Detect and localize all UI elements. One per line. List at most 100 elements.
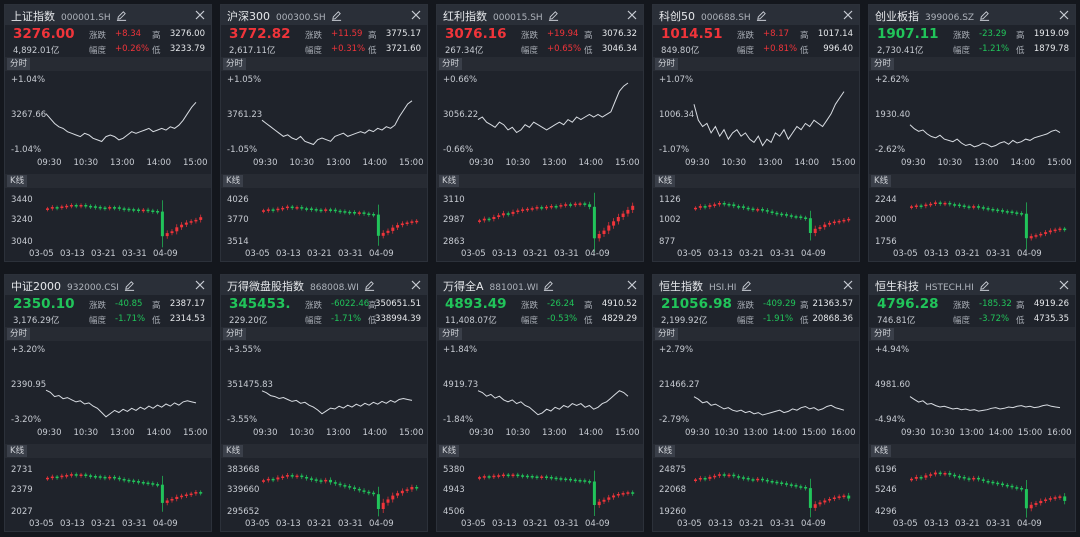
kline-candle	[732, 204, 736, 207]
intraday-section-bar: 分时	[5, 327, 211, 341]
close-icon[interactable]	[1059, 10, 1069, 20]
close-icon[interactable]	[843, 280, 853, 290]
kline-candle	[607, 497, 611, 500]
kline-tab[interactable]: K线	[7, 445, 28, 457]
close-icon[interactable]	[1059, 280, 1069, 290]
close-icon[interactable]	[195, 280, 205, 290]
kline-date-tick: 03-31	[986, 519, 1011, 529]
kline-candle	[180, 224, 184, 228]
edit-icon[interactable]	[364, 280, 375, 291]
kline-section-bar: K线	[5, 174, 211, 188]
kline-date-tick: 03-31	[770, 249, 795, 259]
intraday-time-tick: 09:30	[685, 158, 710, 168]
intraday-top-pct: +3.55%	[227, 345, 262, 355]
index-name: 恒生科技 HSTECH.HI	[875, 278, 990, 294]
close-icon[interactable]	[411, 280, 421, 290]
intraday-tab[interactable]: 分时	[439, 58, 463, 70]
index-card[interactable]: 中证2000 932000.CSI 2350.10 3,176.29亿 涨跌 -40.85…	[4, 274, 212, 532]
kline-chart	[694, 201, 851, 241]
edit-icon[interactable]	[543, 280, 554, 291]
kline-candle	[540, 207, 544, 209]
index-card[interactable]: 科创50 000688.SH 1014.51 849.80亿 涨跌 +8.17 幅度 +0.8…	[652, 4, 860, 262]
index-card[interactable]: 恒生科技 HSTECH.HI 4796.28 746.81亿 涨跌 -185.32 幅度 -3…	[868, 274, 1076, 532]
kline-mid: 3770	[227, 215, 249, 225]
edit-icon[interactable]	[124, 280, 135, 291]
index-card[interactable]: 恒生指数 HSI.HI 21056.98 2,199.92亿 涨跌 -409.29 幅度 -1…	[652, 274, 860, 532]
kline-candle	[996, 482, 1000, 485]
high-label: 高	[584, 31, 593, 41]
kline-candle	[376, 494, 380, 509]
kline-tab[interactable]: K线	[223, 445, 244, 457]
index-card[interactable]: 万得微盘股指数 868008.WI 345453. 229.20亿 涨跌 -6022.46…	[220, 274, 428, 532]
kline-candle	[592, 206, 596, 239]
kline-date-tick: 03-31	[554, 519, 579, 529]
edit-icon[interactable]	[116, 10, 127, 21]
index-card[interactable]: 沪深300 000300.SH 3772.82 2,617.11亿 涨跌 +11.59 幅度…	[220, 4, 428, 262]
index-card[interactable]: 万得全A 881001.WI 4893.49 11,408.07亿 涨跌 -26.24 幅度…	[436, 274, 644, 532]
kline-candle	[727, 204, 731, 206]
intraday-top-pct: +1.04%	[11, 75, 46, 85]
intraday-chart	[261, 390, 413, 415]
edit-icon[interactable]	[979, 280, 990, 291]
close-icon[interactable]	[195, 10, 205, 20]
kline-candle	[569, 478, 572, 481]
kline-candle	[93, 476, 97, 478]
kline-date-tick: 03-13	[60, 519, 85, 529]
kline-tab[interactable]: K线	[439, 175, 460, 187]
edit-icon[interactable]	[756, 10, 767, 21]
kline-chart	[478, 192, 635, 253]
card-header: 中证2000 932000.CSI	[5, 275, 211, 295]
close-icon[interactable]	[627, 280, 637, 290]
intraday-tab[interactable]: 分时	[871, 328, 895, 340]
intraday-tab[interactable]: 分时	[439, 328, 463, 340]
kline-tab[interactable]: K线	[439, 445, 460, 457]
index-card[interactable]: 上证指数 000001.SH 3276.00 4,892.01亿 涨跌 +8.34 幅度 +0…	[4, 4, 212, 262]
intraday-tab[interactable]: 分时	[655, 328, 679, 340]
index-card[interactable]: 红利指数 000015.SH 3076.16 267.34亿 涨跌 +19.94 幅度 +0.…	[436, 4, 644, 262]
intraday-tab[interactable]: 分时	[7, 58, 31, 70]
intraday-line	[693, 91, 845, 147]
turnover: 229.20亿	[229, 316, 268, 326]
intraday-time-tick: 14:00	[362, 158, 388, 168]
edit-icon[interactable]	[741, 280, 752, 291]
turnover: 4,892.01亿	[13, 46, 60, 56]
index-card[interactable]: 创业板指 399006.SZ 1907.11 2,730.41亿 涨跌 -23.29 幅度 -…	[868, 4, 1076, 262]
kline-date-tick: 03-13	[924, 519, 949, 529]
intraday-tab[interactable]: 分时	[223, 328, 247, 340]
kline-chart	[46, 472, 203, 512]
kline-tab[interactable]: K线	[655, 445, 676, 457]
kline-tab[interactable]: K线	[655, 175, 676, 187]
kline-candle	[818, 227, 822, 229]
index-name-text: 科创50	[659, 10, 695, 23]
kline-candle	[597, 234, 601, 239]
edit-icon[interactable]	[979, 10, 990, 21]
amplitude-label: 幅度	[737, 316, 755, 326]
intraday-chart	[693, 396, 845, 416]
kline-candle	[530, 208, 534, 210]
close-icon[interactable]	[627, 10, 637, 20]
turnover: 2,730.41亿	[877, 46, 924, 56]
close-icon[interactable]	[843, 10, 853, 20]
kline-bot: 4506	[443, 507, 465, 517]
intraday-line	[909, 124, 1061, 148]
edit-icon[interactable]	[548, 10, 559, 21]
kline-tab[interactable]: K线	[871, 445, 892, 457]
kline-candle	[1001, 483, 1004, 486]
intraday-tab[interactable]: 分时	[7, 328, 31, 340]
last-price: 21056.98	[661, 296, 732, 312]
intraday-mid-price: 3267.66	[11, 110, 47, 120]
intraday-tab[interactable]: 分时	[655, 58, 679, 70]
intraday-chart	[45, 389, 197, 418]
kline-tab[interactable]: K线	[223, 175, 244, 187]
kline-tab[interactable]: K线	[871, 175, 892, 187]
change-label: 涨跌	[953, 301, 971, 311]
kline-date-tick: 03-21	[955, 519, 980, 529]
intraday-tab[interactable]: 分时	[223, 58, 247, 70]
intraday-section-bar: 分时	[653, 57, 859, 71]
low-label: 低	[800, 316, 809, 326]
intraday-tab[interactable]: 分时	[871, 58, 895, 70]
edit-icon[interactable]	[331, 10, 342, 21]
change-label: 涨跌	[89, 31, 107, 41]
kline-tab[interactable]: K线	[7, 175, 28, 187]
close-icon[interactable]	[411, 10, 421, 20]
